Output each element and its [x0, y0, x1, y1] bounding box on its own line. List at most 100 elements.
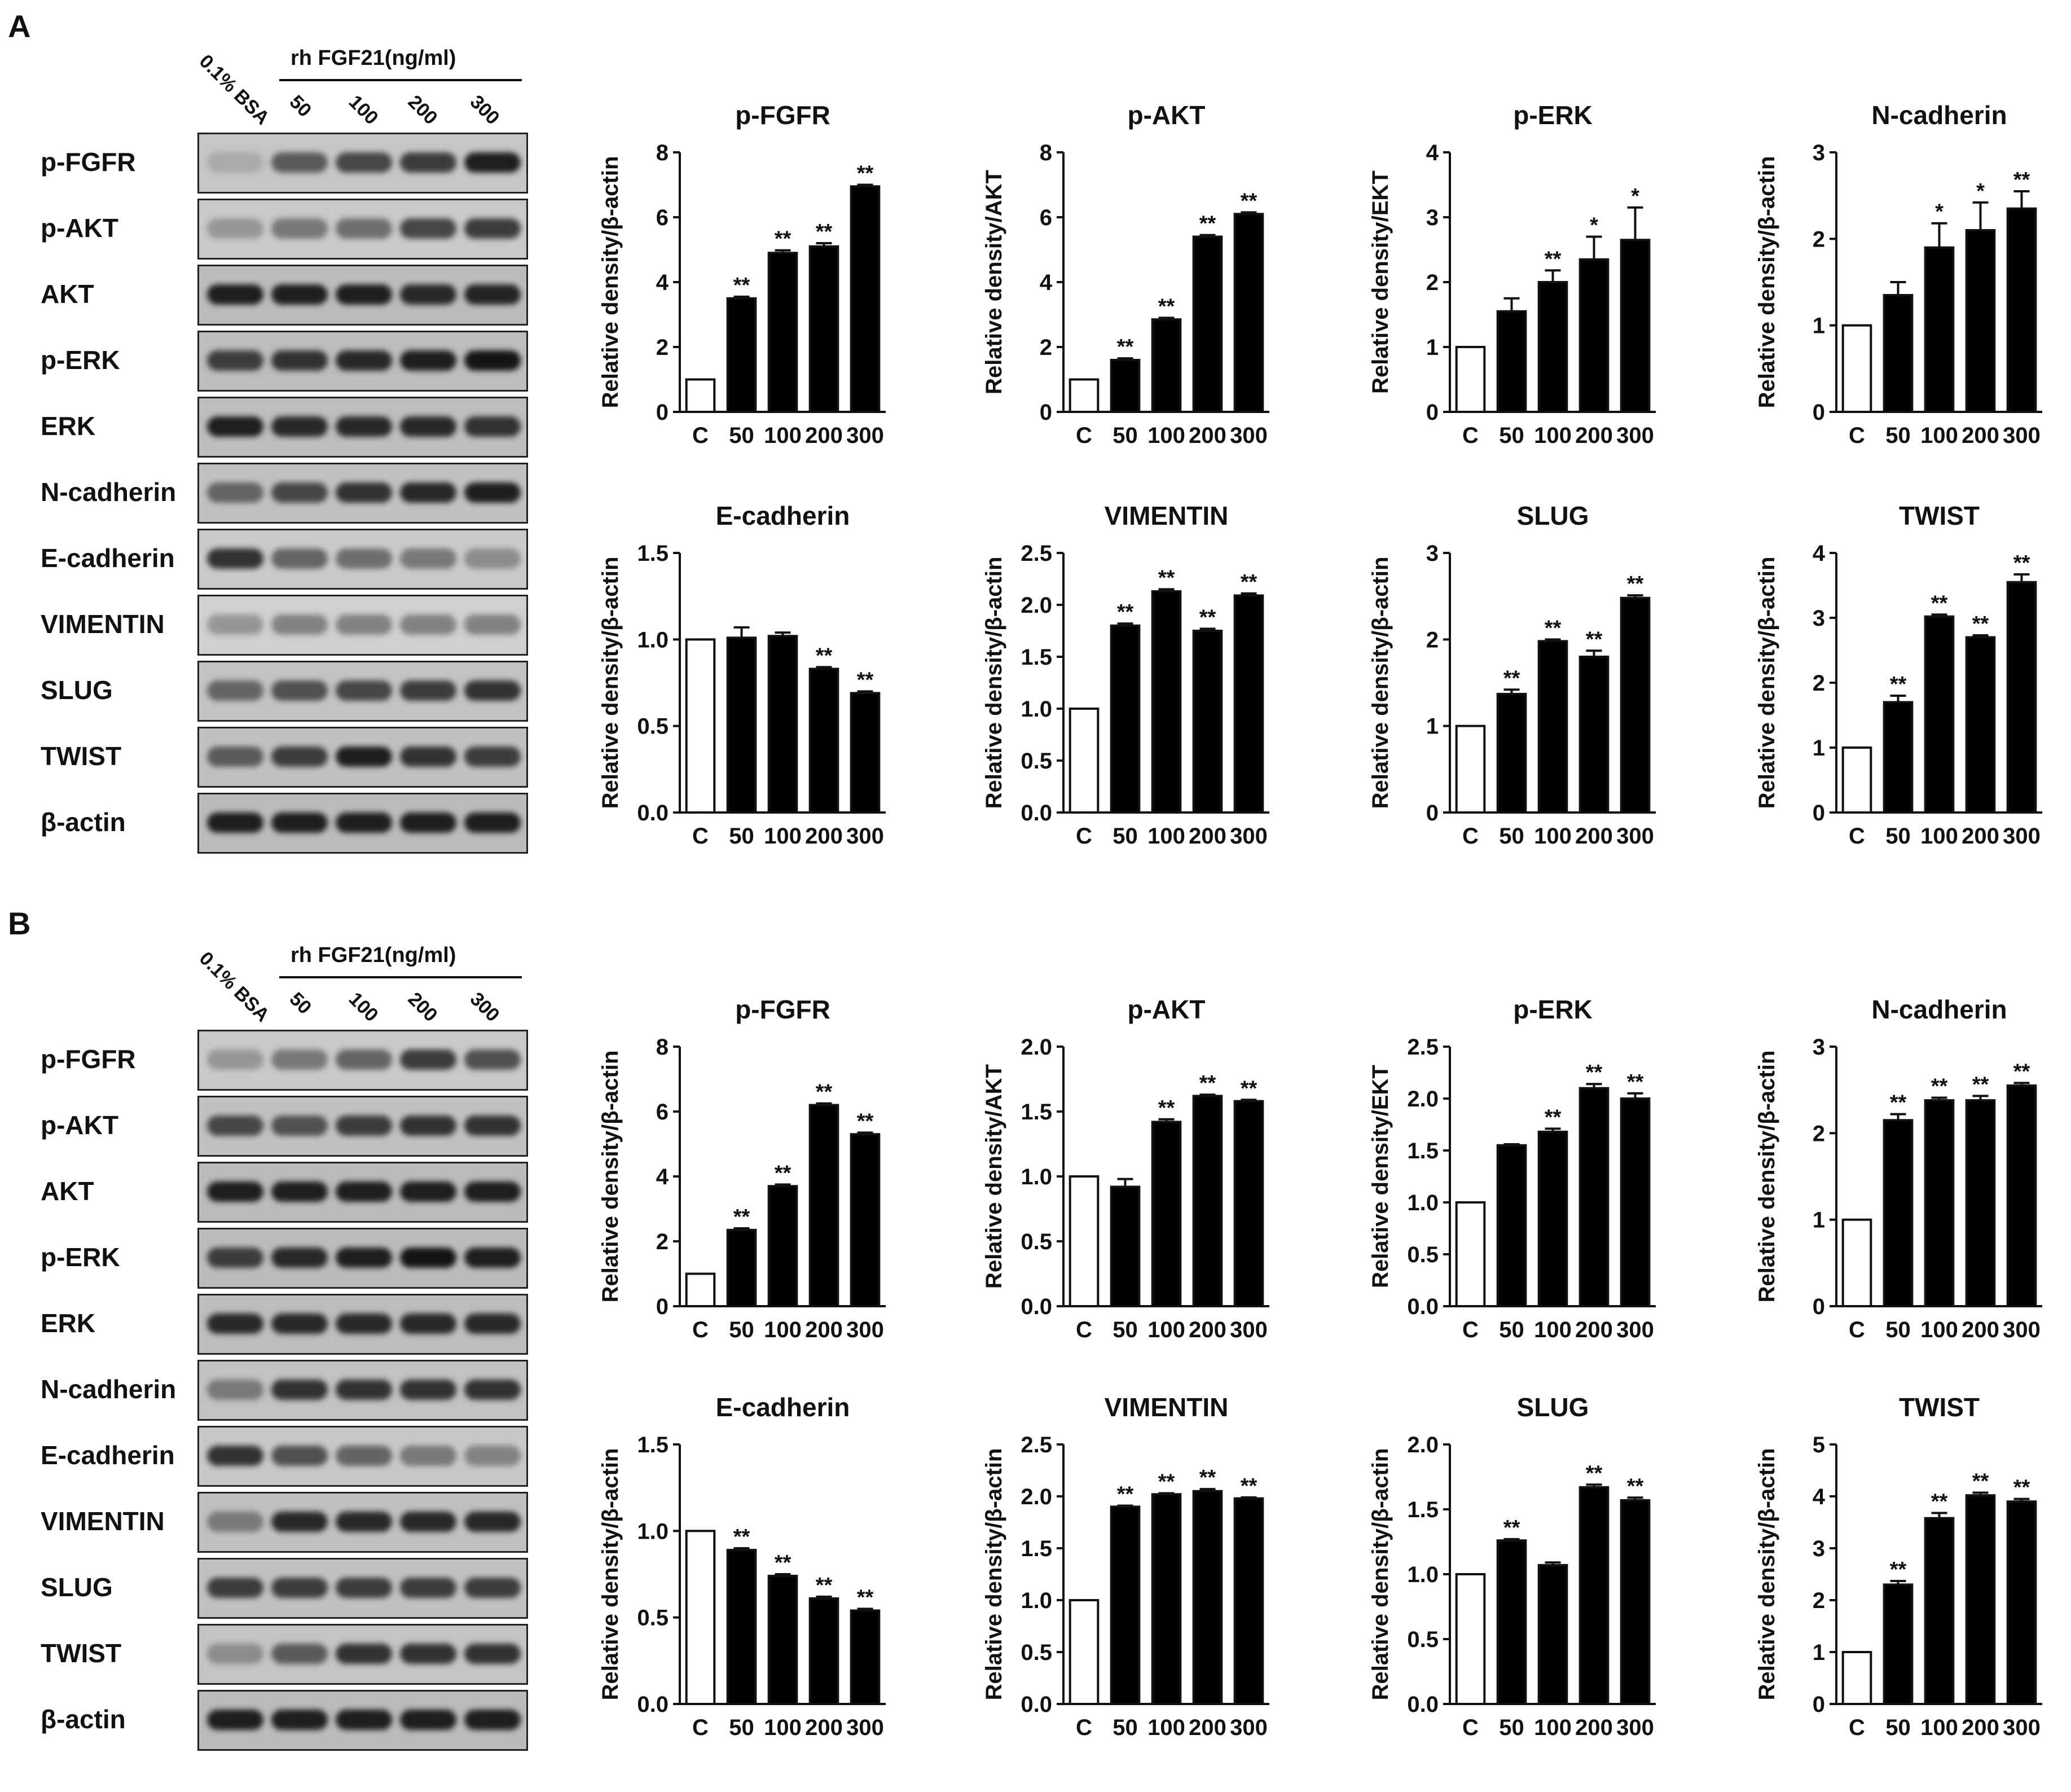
x-tick-label: 300 [1230, 1715, 1268, 1740]
significance-mark: ** [1158, 1096, 1175, 1120]
blot-band [207, 1182, 263, 1202]
blot-band [336, 746, 392, 767]
bar-chart: SLUG Relative density/β-actin 0.0 0.5 1.0 1.5… [1354, 1393, 1670, 1749]
bar [850, 692, 881, 814]
x-tick-label: 100 [1920, 824, 1958, 849]
significance-mark: ** [1199, 212, 1216, 236]
y-tick-label: 1.5 [637, 541, 669, 566]
blot-band [336, 680, 392, 701]
significance-mark: ** [1627, 1070, 1644, 1094]
blot-band [271, 482, 328, 503]
y-axis-label: Relative density/AKT [982, 170, 1006, 394]
bar [767, 1185, 798, 1307]
x-tick-label: 200 [1575, 824, 1613, 849]
y-tick-label: 2.0 [1407, 1433, 1439, 1457]
significance-mark: ** [1199, 1071, 1216, 1095]
x-tick-label: 50 [1499, 824, 1524, 849]
blot-band [271, 746, 328, 767]
blot-band [271, 1512, 328, 1532]
y-tick-label: 0.5 [1407, 1242, 1439, 1267]
bar-chart: N-cadherin Relative density/β-actin 0 1 2 3 C 5… [1740, 100, 2056, 457]
y-tick-label: 3 [1426, 205, 1439, 230]
bar-chart: p-FGFR Relative density/β-actin 0 2 4 6 8 C ** 50… [584, 995, 900, 1351]
chart-svg: N-cadherin Relative density/β-actin 0 1 2 3 C 5… [1755, 100, 2042, 448]
blot-band [464, 680, 521, 701]
significance-mark: ** [1241, 1077, 1257, 1100]
bar [1965, 229, 1996, 413]
chart-title: p-ERK [1513, 995, 1593, 1024]
significance-mark: ** [1545, 247, 1562, 271]
significance-mark: ** [1199, 605, 1216, 629]
blot-strip [197, 199, 528, 260]
x-tick-label: 50 [1113, 1715, 1138, 1740]
bar [808, 667, 839, 814]
y-tick-label: 5 [1813, 1433, 1825, 1457]
bar [1233, 594, 1264, 814]
y-tick-label: 2 [1813, 1588, 1825, 1613]
x-tick-label: 300 [846, 824, 884, 849]
bar [1620, 239, 1651, 413]
significance-mark: ** [775, 1161, 792, 1185]
blot-band [336, 218, 392, 239]
y-tick-label: 0.5 [1021, 749, 1052, 774]
bar-chart: E-cadherin Relative density/β-actin 0.0 0.5… [584, 501, 900, 858]
significance-mark: ** [2013, 1060, 2030, 1083]
y-tick-label: 4 [1040, 270, 1053, 295]
x-tick-label: 300 [1616, 1317, 1654, 1342]
y-axis-label: Relative density/EKT [1368, 1065, 1393, 1288]
chart-svg: SLUG Relative density/β-actin 0.0 0.5 1.0 1.5… [1368, 1393, 1656, 1740]
bar [808, 1104, 839, 1307]
blot-band [336, 284, 392, 305]
y-tick-label: 1 [1813, 736, 1825, 761]
x-tick-label: 50 [1113, 824, 1138, 849]
y-tick-label: 2 [1813, 1121, 1825, 1146]
significance-mark: ** [816, 220, 833, 244]
blot-band [464, 218, 521, 239]
blot-strip [197, 331, 528, 392]
blot-band [400, 746, 456, 767]
y-tick-label: 2.0 [1021, 1035, 1052, 1060]
bar [767, 252, 798, 413]
blot-band [271, 1446, 328, 1466]
y-tick-label: 4 [1813, 1484, 1826, 1509]
chart-svg: p-ERK Relative density/EKT 0.0 0.5 1.0 1.5 2.0… [1368, 995, 1656, 1342]
blot-strip [197, 1558, 528, 1619]
protein-label: TWIST [41, 741, 122, 771]
blot-strip [197, 529, 528, 590]
x-tick-label: 200 [1189, 423, 1226, 448]
bar [726, 297, 757, 413]
blot-band [207, 482, 263, 503]
chart-svg: VIMENTIN Relative density/β-actin 0.0 0.5 1.… [982, 501, 1269, 849]
y-tick-label: 0 [656, 1294, 669, 1319]
blot-strip [197, 727, 528, 788]
x-tick-label: C [692, 1715, 709, 1740]
y-axis-label: Relative density/β-actin [1368, 557, 1393, 809]
x-tick-label: 100 [1920, 1317, 1958, 1342]
protein-label: AKT [41, 1176, 94, 1206]
x-tick-label: C [1076, 824, 1092, 849]
y-tick-label: 0.5 [637, 714, 669, 739]
blot-band [271, 614, 328, 635]
y-tick-label: 0 [656, 400, 669, 425]
protein-label: AKT [41, 279, 94, 309]
bar [1537, 1130, 1568, 1307]
x-tick-label: C [1849, 1317, 1865, 1342]
protein-label: N-cadherin [41, 1374, 177, 1404]
blot-band [464, 1182, 521, 1202]
y-tick-label: 0.0 [1407, 1294, 1439, 1319]
x-tick-label: 50 [1499, 423, 1524, 448]
chart-svg: E-cadherin Relative density/β-actin 0.0 0.5… [598, 501, 886, 849]
y-tick-label: 1.0 [1021, 697, 1052, 722]
significance-mark: ** [1117, 1483, 1134, 1506]
lane-label: 50 [285, 91, 316, 122]
protein-label: ERK [41, 411, 96, 441]
y-tick-label: 2.5 [1407, 1035, 1439, 1060]
chart-svg: p-FGFR Relative density/β-actin 0 2 4 6 8 C ** 50… [598, 995, 886, 1342]
bar [1496, 310, 1527, 413]
bar [1924, 1099, 1955, 1307]
significance-mark: * [1631, 185, 1639, 208]
y-tick-label: 2.0 [1407, 1087, 1439, 1112]
y-tick-label: 0.5 [1021, 1229, 1052, 1254]
bar [1965, 1099, 1996, 1307]
chart-svg: VIMENTIN Relative density/β-actin 0.0 0.5 1.… [982, 1393, 1269, 1740]
